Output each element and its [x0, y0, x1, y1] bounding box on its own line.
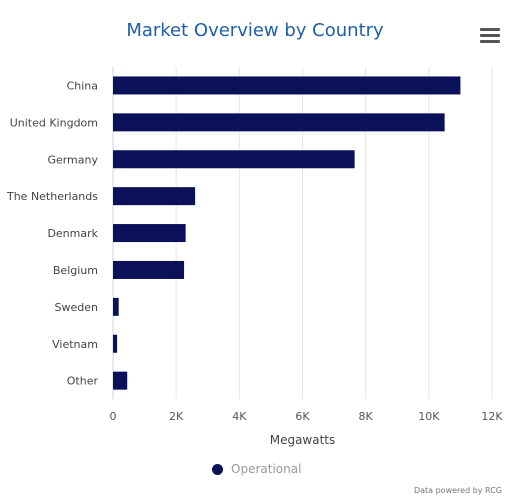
x-tick-label: 0 — [110, 410, 117, 423]
menu-bar — [480, 28, 500, 31]
legend-marker — [212, 463, 223, 475]
x-tick-label: 8K — [359, 410, 374, 423]
bar-vietnam — [113, 334, 118, 353]
category-label: Germany — [47, 153, 98, 166]
x-tick-label: 2K — [169, 410, 184, 423]
menu-bar — [480, 34, 500, 37]
x-tick-label: 4K — [232, 410, 247, 423]
category-label: Denmark — [47, 227, 98, 240]
x-tick-label: 12K — [481, 410, 503, 423]
category-label: United Kingdom — [10, 116, 98, 129]
bar-belgium — [113, 260, 185, 279]
credit-text: Data powered by RCG — [413, 486, 502, 495]
bar-the-netherlands — [113, 187, 196, 206]
category-label: The Netherlands — [6, 190, 98, 203]
bar-sweden — [113, 297, 119, 316]
menu-bar — [480, 40, 500, 43]
bar-china — [113, 76, 461, 95]
bar-united-kingdom — [113, 113, 445, 132]
category-label: Vietnam — [52, 338, 98, 351]
category-label: Sweden — [55, 301, 98, 314]
chart-title: Market Overview by Country — [126, 20, 384, 41]
hamburger-menu-icon[interactable] — [480, 28, 500, 44]
category-label: Belgium — [53, 264, 98, 277]
x-axis-title: Megawatts — [270, 433, 336, 447]
category-label: China — [67, 79, 98, 92]
x-tick-label: 6K — [295, 410, 310, 423]
bar-other — [113, 371, 128, 390]
legend-label: Operational — [231, 462, 302, 476]
bar-germany — [113, 150, 355, 169]
bar-denmark — [113, 224, 186, 243]
bar-chart: 0 2K 4K 6K 8K 10K 12K China United Kingdom German… — [6, 67, 503, 447]
x-tick-label: 10K — [418, 410, 440, 423]
category-label: Other — [67, 375, 99, 388]
legend-item-operational[interactable]: Operational — [212, 462, 301, 476]
